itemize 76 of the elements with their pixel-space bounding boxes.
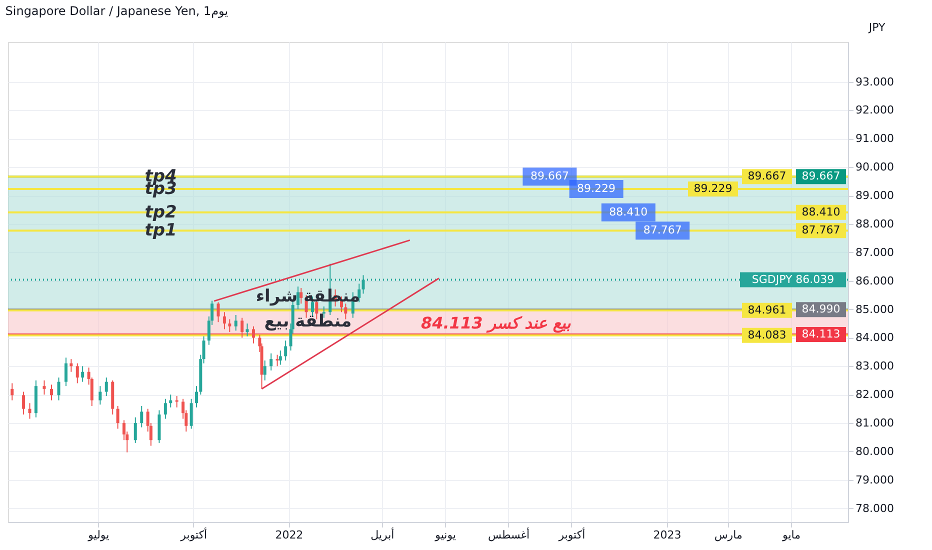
candlestick: [50, 384, 53, 401]
ref-line-label: 89.667: [748, 170, 786, 183]
y-tick-label: 88.000: [856, 217, 894, 230]
y-tick-label: 87.000: [856, 246, 894, 259]
ref-line-label: SGDJPY 86.039: [752, 272, 834, 286]
candlestick: [22, 391, 26, 416]
y-tick-label: 89.000: [856, 189, 894, 202]
candlestick: [228, 318, 232, 333]
candlestick: [246, 323, 249, 337]
ref-line-label: 84.961: [748, 303, 786, 316]
candlestick: [263, 360, 266, 381]
y-tick-label: 84.000: [856, 331, 894, 344]
y-tick-label: 81.000: [856, 416, 894, 430]
candlestick: [10, 382, 14, 401]
ref-line-label: 84.990: [802, 302, 840, 316]
y-tick-label: 90.000: [856, 160, 894, 174]
x-tick-label: 2023: [653, 528, 682, 542]
ref-line-label: 84.113: [802, 328, 840, 341]
candlestick: [195, 386, 198, 408]
y-tick-label: 80.000: [856, 444, 894, 458]
candlestick: [98, 386, 102, 406]
candlestick: [81, 366, 84, 382]
candlestick: [140, 405, 144, 428]
y-tick-label: 79.000: [856, 473, 894, 486]
candlestick: [190, 398, 193, 430]
x-tick-label: أكتوبر: [180, 528, 208, 542]
candlestick: [134, 416, 137, 444]
ref-line-label: 89.667: [802, 170, 840, 183]
candlestick: [42, 380, 46, 396]
y-tick-label: 78.000: [856, 502, 894, 515]
y-axis-title: JPY: [868, 21, 886, 34]
y-tick-label: 86.000: [856, 274, 894, 288]
candlestick: [76, 362, 79, 384]
x-tick-label: أكتوبر: [558, 528, 586, 542]
ref-line-label: 88.410: [802, 205, 840, 218]
y-tick-label: 85.000: [856, 302, 894, 316]
x-tick-label: يونيو: [434, 528, 456, 542]
y-tick-label: 82.000: [856, 388, 894, 402]
ref-line-label: 87.767: [802, 224, 840, 237]
candlestick: [278, 350, 282, 366]
x-tick-label: يوليو: [87, 528, 110, 542]
annotation: بيع عند كسر 84.113: [420, 314, 572, 334]
candlestick: [270, 352, 273, 371]
candlestick: [104, 377, 108, 397]
x-tick-label: مايو: [782, 528, 801, 542]
ref-line-label: 84.083: [748, 328, 786, 342]
y-tick-label: 83.000: [856, 360, 894, 373]
band-label: منطقة بيع: [264, 312, 352, 332]
candlestick: [234, 314, 238, 332]
candlestick: [57, 377, 60, 401]
x-tick-label: مارس: [714, 528, 742, 542]
candlestick: [362, 274, 365, 294]
y-tick-label: 92.000: [856, 104, 894, 117]
candlestick: [216, 302, 220, 323]
candlestick: [28, 402, 32, 420]
candlestick: [300, 287, 303, 304]
x-tick-label: أغسطس: [488, 528, 530, 542]
y-tick-label: 91.000: [856, 132, 894, 146]
y-tick-label: 93.000: [856, 75, 894, 88]
candlestick: [296, 286, 300, 310]
x-tick-label: أبريل: [370, 528, 394, 542]
candlestick: [252, 326, 255, 344]
candlestick: [276, 354, 279, 367]
ref-line-label: 89.229: [694, 182, 732, 196]
candlestick: [284, 340, 288, 361]
candlestick: [116, 405, 120, 430]
annotation: 89.229: [577, 182, 616, 196]
chart-title: Singapore Dollar / Japanese Yen, 1يوم: [5, 4, 228, 18]
candlestick: [64, 357, 68, 387]
x-tick-label: 2022: [275, 528, 304, 542]
annotation: 88.410: [609, 205, 648, 218]
candlestick: [222, 312, 226, 330]
candlestick: [240, 317, 244, 338]
annotation: 89.667: [530, 170, 569, 183]
candlestick: [164, 398, 167, 420]
annotation: 87.767: [643, 224, 682, 237]
